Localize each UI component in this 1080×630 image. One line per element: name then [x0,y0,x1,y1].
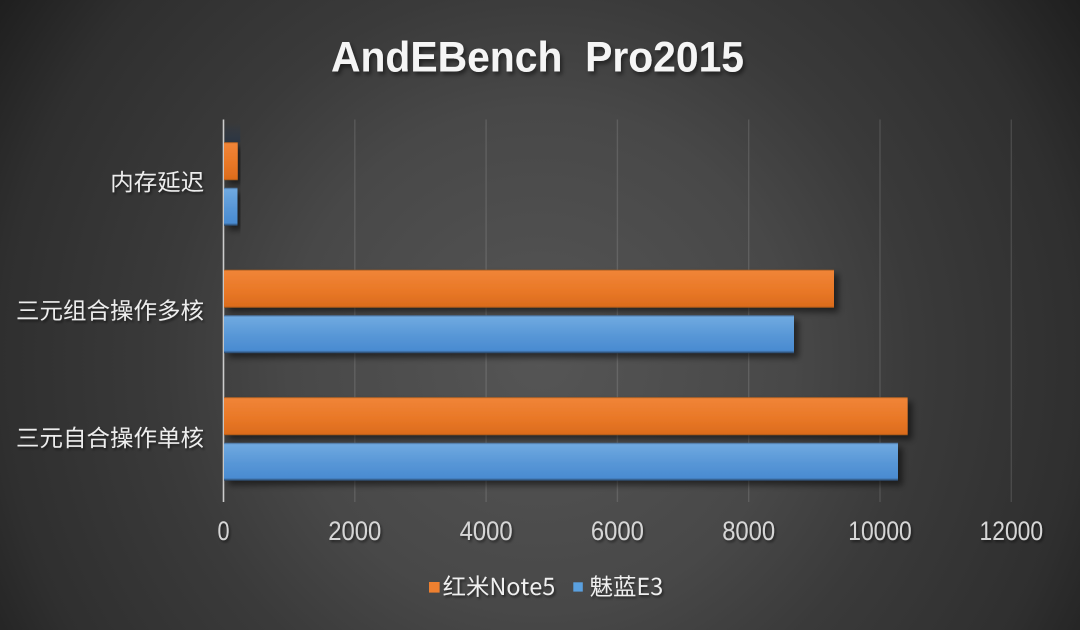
svg-text:2000: 2000 [328,516,381,546]
svg-text:AndEBench Pro2015: AndEBench Pro2015 [331,34,744,82]
svg-text:12000: 12000 [980,516,1044,546]
svg-text:0: 0 [218,516,230,546]
svg-text:8000: 8000 [722,516,775,546]
svg-text:10000: 10000 [848,516,912,546]
svg-text:4000: 4000 [460,516,513,546]
svg-text:6000: 6000 [591,516,644,546]
